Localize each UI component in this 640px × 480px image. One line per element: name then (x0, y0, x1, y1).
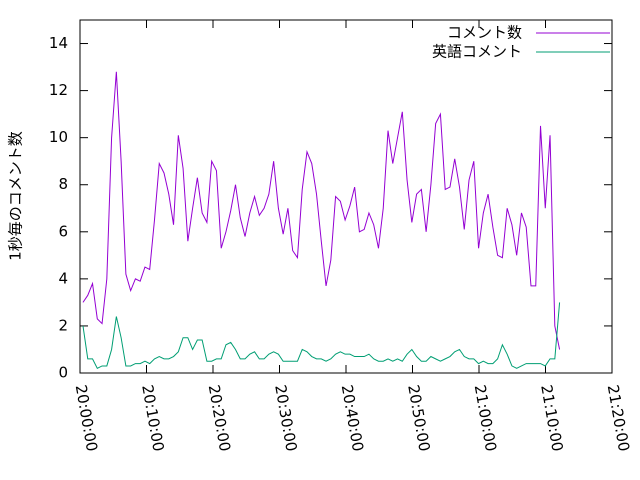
y-tick-label: 12 (49, 81, 68, 99)
series-line (82, 302, 561, 369)
y-axis-label: 1秒毎のコメント数 (7, 131, 25, 261)
x-tick-label: 20:50:00 (404, 383, 433, 452)
y-tick-label: 0 (58, 364, 68, 382)
y-tick-label: 2 (58, 316, 68, 334)
y-tick-label: 10 (49, 128, 68, 146)
x-tick-label: 21:10:00 (537, 383, 566, 452)
x-tick-label: 20:00:00 (72, 383, 101, 452)
legend-label: 英語コメント (432, 43, 522, 61)
x-tick-label: 20:40:00 (338, 383, 367, 452)
y-tick-label: 14 (49, 34, 68, 52)
y-tick-label: 4 (58, 269, 68, 287)
legend-label: コメント数 (447, 24, 522, 42)
x-tick-label: 21:00:00 (471, 383, 500, 452)
series-line (82, 71, 561, 350)
x-tick-label: 20:20:00 (205, 383, 234, 452)
y-tick-label: 8 (58, 175, 68, 193)
y-tick-label: 6 (58, 222, 68, 240)
x-tick-label: 20:30:00 (271, 383, 300, 452)
x-tick-label: 20:10:00 (138, 383, 167, 452)
x-tick-label: 21:20:00 (604, 383, 633, 452)
plot-frame (79, 19, 613, 374)
